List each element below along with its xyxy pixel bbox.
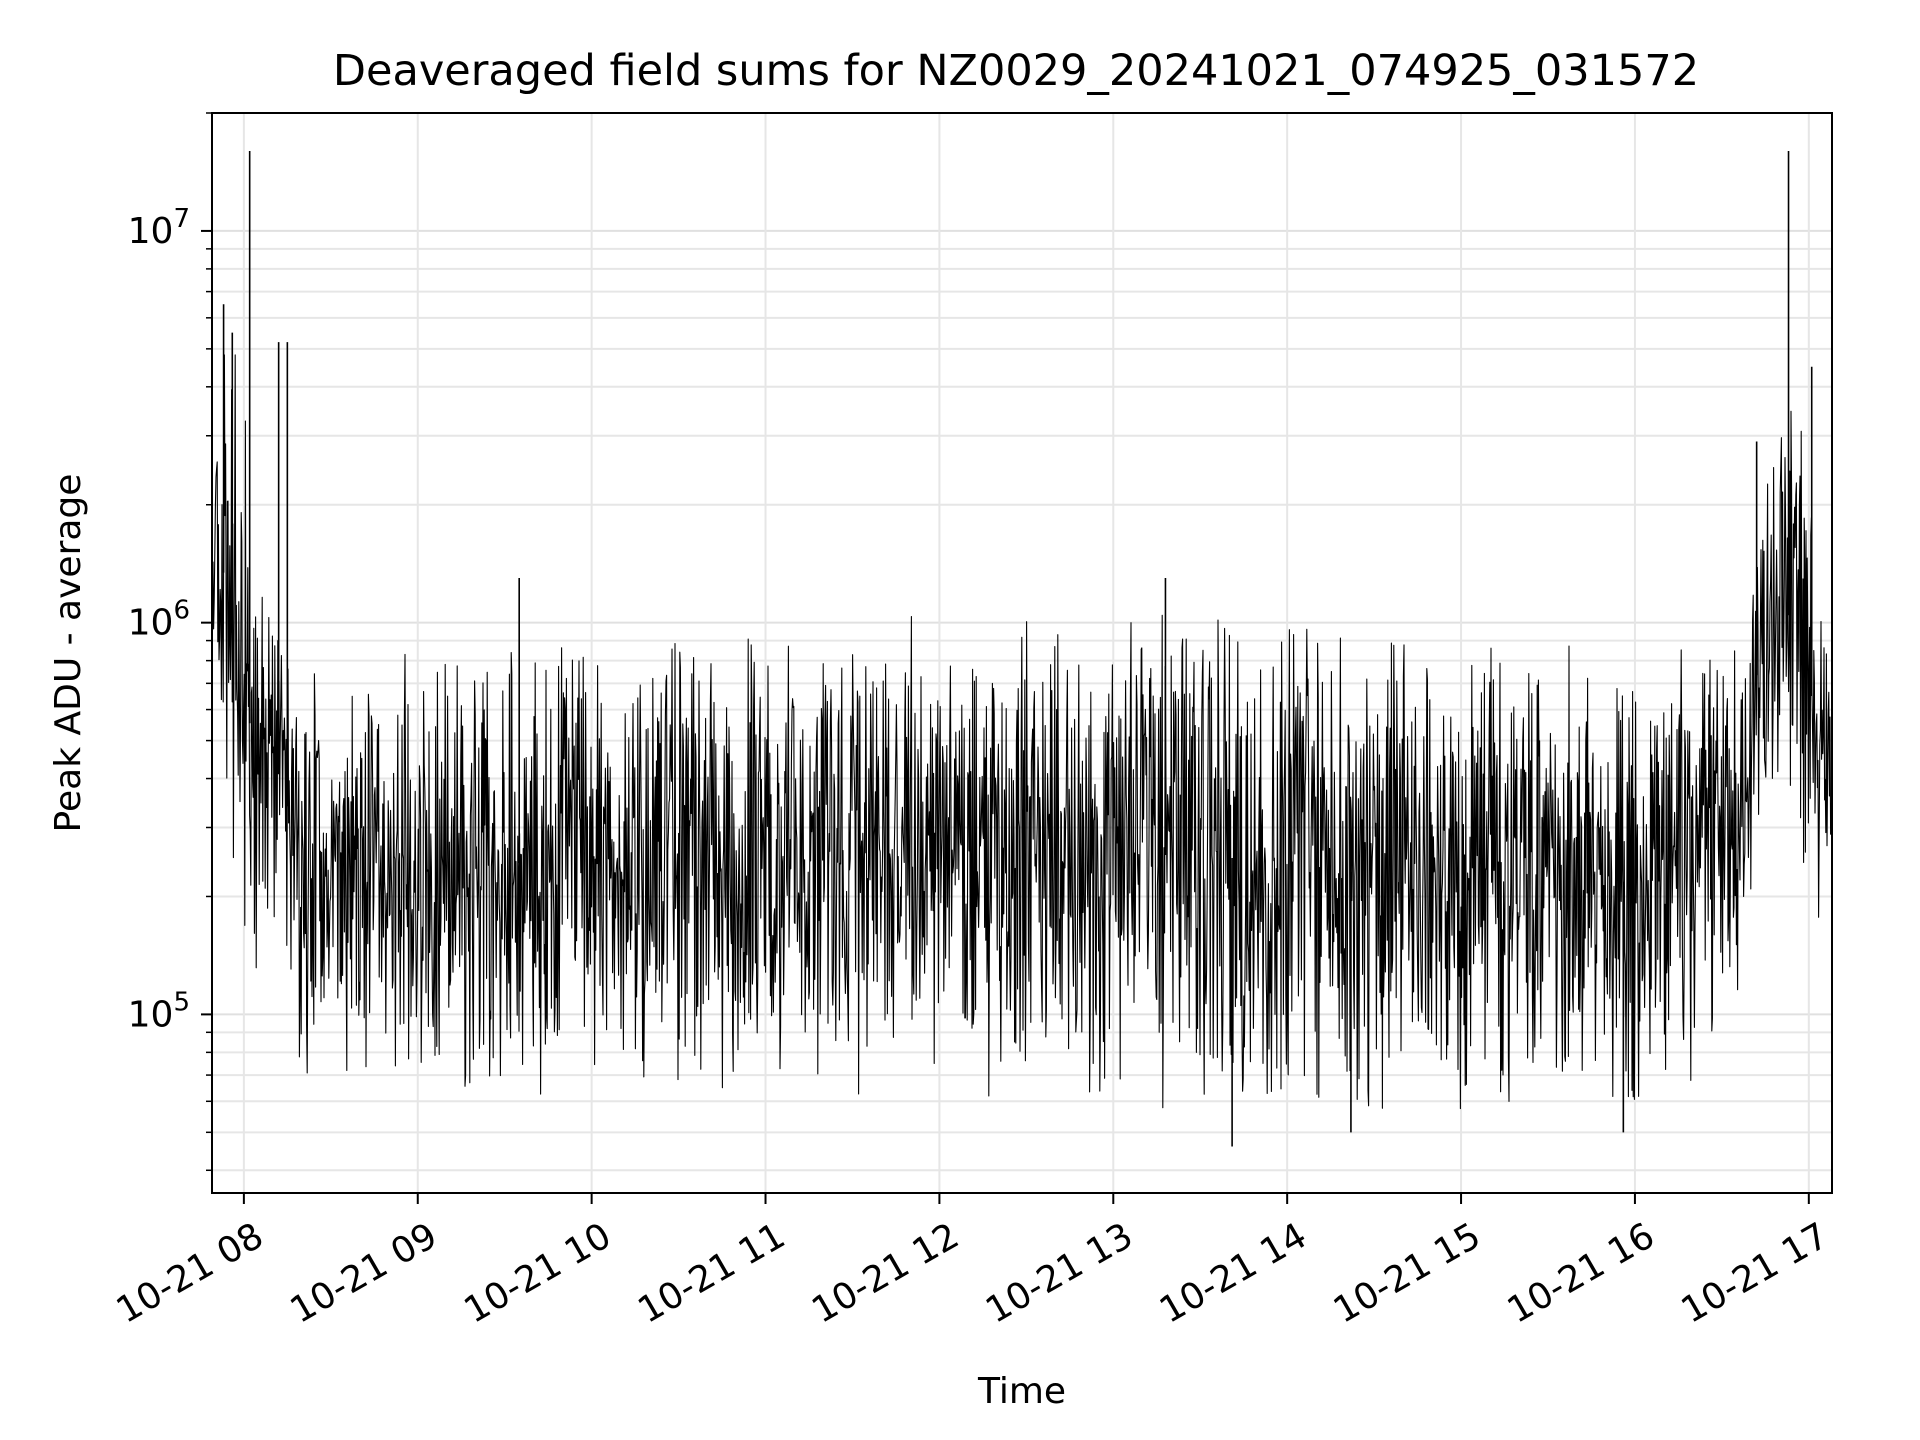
- y-tick-label: 106: [128, 596, 190, 644]
- y-axis-label: Peak ADU - average: [48, 474, 89, 833]
- chart-title: Deaveraged field sums for NZ0029_2024102…: [333, 46, 1699, 96]
- plot-frame: [211, 112, 1833, 1194]
- y-tick-label: 107: [128, 204, 190, 252]
- plot-area: [212, 150, 1832, 1147]
- x-axis-label: Time: [977, 1371, 1066, 1412]
- y-tick-label: 105: [128, 987, 190, 1035]
- y-axis: 105 106 107: [128, 112, 212, 1172]
- data-series-line: [212, 354, 1832, 1110]
